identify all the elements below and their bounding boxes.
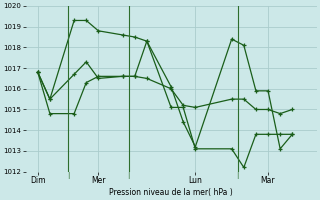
Text: |: | — [127, 172, 130, 179]
X-axis label: Pression niveau de la mer( hPa ): Pression niveau de la mer( hPa ) — [109, 188, 233, 197]
Text: |: | — [67, 172, 69, 179]
Text: |: | — [236, 172, 239, 179]
